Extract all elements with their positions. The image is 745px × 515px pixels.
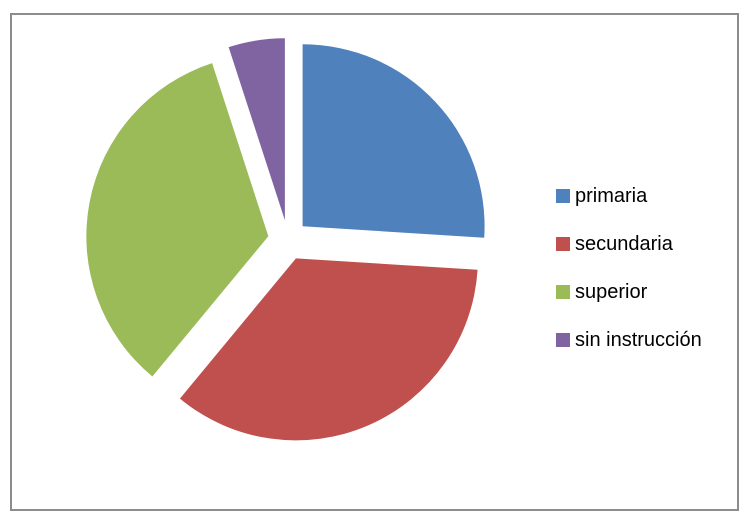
legend-item-superior: superior xyxy=(556,280,702,304)
legend-label-secundaria: secundaria xyxy=(575,233,673,255)
pie-slices xyxy=(86,38,485,441)
pie-slice-secundaria xyxy=(179,258,478,441)
legend-item-primaria: primaria xyxy=(556,184,702,208)
pie-slice-sin-instruccion xyxy=(228,38,285,221)
legend-swatch-secundaria xyxy=(556,237,570,251)
legend-label-sin-instruccion: sin instrucción xyxy=(575,329,702,351)
legend-item-secundaria: secundaria xyxy=(556,232,702,256)
legend-swatch-superior xyxy=(556,285,570,299)
legend: primaria secundaria superior sin instruc… xyxy=(556,184,702,376)
legend-label-superior: superior xyxy=(575,281,648,303)
legend-label-primaria: primaria xyxy=(575,185,648,207)
legend-item-sin-instruccion: sin instrucción xyxy=(556,328,702,352)
legend-swatch-primaria xyxy=(556,189,570,203)
legend-swatch-sin-instruccion xyxy=(556,333,570,347)
pie-slice-superior xyxy=(86,63,269,377)
pie-slice-primaria xyxy=(302,44,485,238)
